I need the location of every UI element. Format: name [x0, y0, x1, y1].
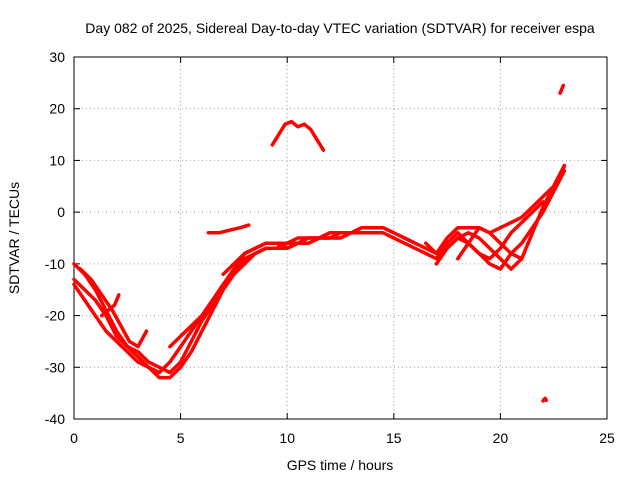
x-tick-label: 5 — [177, 430, 185, 446]
plot-frame — [73, 56, 608, 420]
series-line-8 — [221, 169, 567, 276]
y-tick-label: -30 — [45, 359, 65, 375]
x-tick-label: 20 — [493, 430, 509, 446]
y-tick-label: -10 — [45, 256, 65, 272]
x-tick-label: 0 — [70, 430, 78, 446]
x-axis-title: GPS time / hours — [287, 457, 394, 473]
series-line-13 — [270, 119, 326, 152]
series-line-6 — [168, 256, 247, 349]
x-tick-label: 15 — [386, 430, 402, 446]
x-tick-label: 10 — [279, 430, 295, 446]
x-tick-label: 25 — [599, 430, 615, 446]
y-tick-label: -20 — [45, 308, 65, 324]
series-line-2 — [72, 231, 375, 375]
series-line-4 — [78, 267, 149, 349]
y-tick-label: 20 — [49, 101, 65, 117]
series-line-3 — [72, 225, 396, 375]
y-tick-label: 10 — [49, 152, 65, 168]
chart-title: Day 082 of 2025, Sidereal Day-to-day VTE… — [85, 20, 595, 36]
series-line-1 — [72, 225, 417, 380]
series-line-7 — [206, 223, 251, 235]
series-line-10 — [424, 163, 567, 256]
series-line-12 — [456, 225, 524, 261]
axis-ticks: 0 5 10 15 20 25 -40 -30 -20 -10 0 10 20 30 — [45, 49, 615, 446]
y-tick-label: 0 — [57, 204, 65, 220]
series-line-14 — [558, 83, 566, 95]
series-line-11 — [434, 200, 545, 266]
series-line-5 — [99, 293, 121, 318]
series-line-9 — [402, 163, 567, 271]
y-axis-title: SDTVAR / TECUs — [6, 182, 22, 294]
y-tick-label: 30 — [49, 49, 65, 65]
series-group — [72, 83, 567, 403]
series-line-15 — [541, 396, 548, 403]
y-tick-label: -40 — [45, 411, 65, 427]
